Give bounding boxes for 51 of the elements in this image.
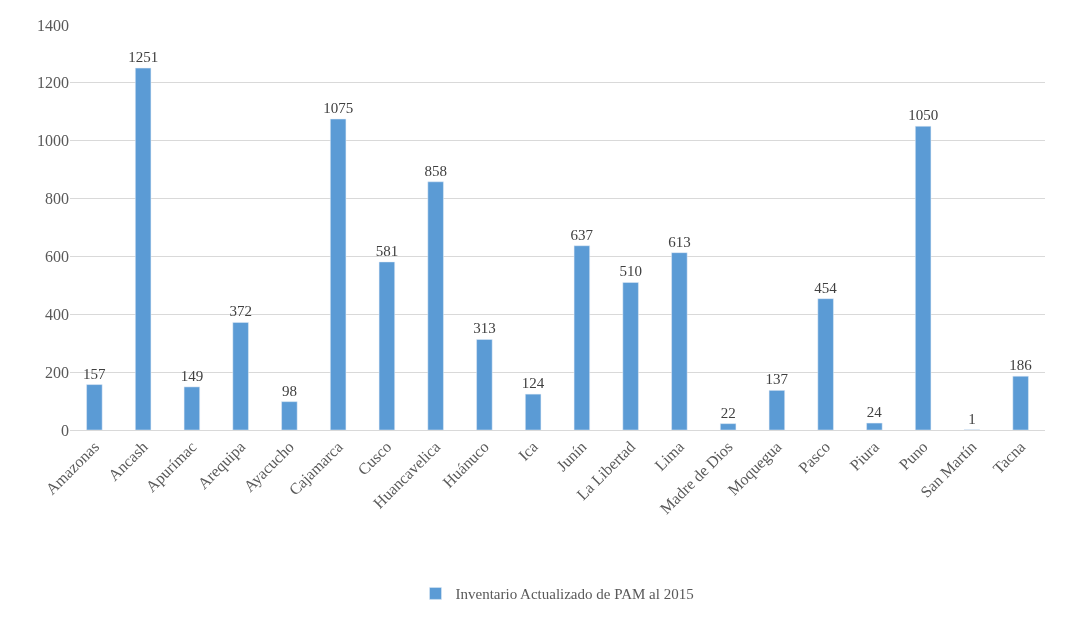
- y-tick-label: 0: [61, 421, 69, 439]
- bar: [281, 401, 298, 430]
- legend-label: Inventario Actualizado de PAM al 2015: [455, 586, 694, 603]
- data-label: 149: [180, 367, 204, 384]
- bar: [622, 282, 639, 430]
- x-tick-label: Piura: [846, 437, 883, 474]
- data-label: 454: [814, 279, 838, 296]
- bar: [915, 126, 932, 430]
- y-tick-label: 1000: [37, 132, 69, 150]
- bar: [525, 393, 542, 430]
- bar: [427, 181, 444, 430]
- bar: [671, 252, 688, 430]
- bar: [330, 118, 347, 430]
- bar: [573, 245, 590, 430]
- bar: [817, 298, 834, 430]
- data-label: 858: [424, 162, 447, 179]
- x-tick-label: Ica: [515, 437, 541, 464]
- y-tick-label: 600: [45, 248, 69, 266]
- data-label: 157: [82, 365, 106, 382]
- bar: [378, 261, 395, 430]
- bar: [1012, 375, 1029, 430]
- data-label: 372: [229, 303, 252, 320]
- data-label: 24: [866, 404, 883, 421]
- data-label: 510: [619, 263, 642, 280]
- data-label: 98: [281, 382, 297, 399]
- data-label: 1050: [908, 107, 939, 124]
- x-tick-label: Puno: [895, 437, 931, 474]
- data-label: 1: [968, 410, 976, 427]
- data-label: 313: [473, 320, 496, 337]
- data-label: 637: [570, 226, 594, 243]
- bar: [476, 339, 493, 430]
- y-tick-label: 200: [45, 363, 69, 381]
- bar: [135, 67, 152, 430]
- data-label: 1251: [128, 49, 159, 66]
- bar: [866, 422, 883, 430]
- bar: [720, 423, 737, 430]
- data-label: 22: [720, 404, 736, 421]
- data-label: 581: [375, 242, 399, 259]
- bar: [183, 386, 200, 430]
- y-tick-label: 400: [45, 305, 69, 323]
- data-label: 124: [521, 375, 545, 392]
- data-label: 613: [668, 233, 691, 250]
- data-label: 137: [765, 371, 789, 388]
- y-tick-label: 1200: [37, 74, 69, 92]
- y-tick-label: 800: [45, 190, 69, 208]
- data-label: 1075: [323, 100, 354, 117]
- bar: [232, 322, 249, 430]
- bar: [86, 384, 103, 430]
- y-tick-label: 1400: [37, 16, 69, 34]
- data-label: 186: [1009, 357, 1033, 374]
- bar: [768, 390, 785, 430]
